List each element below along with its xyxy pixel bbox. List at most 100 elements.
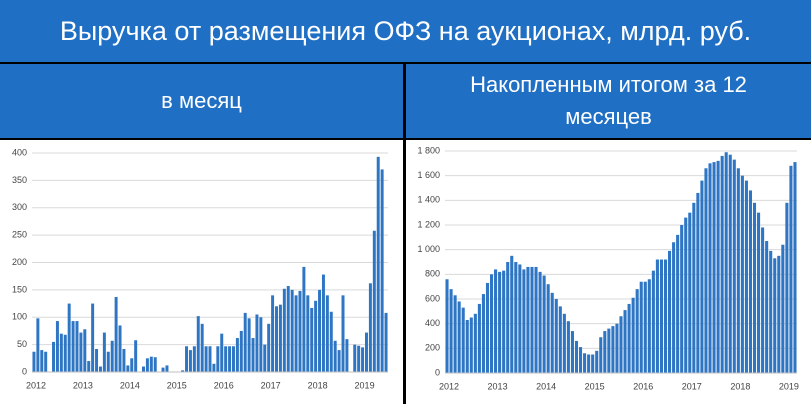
x-tick-label: 2013 [488, 381, 508, 391]
y-tick-label: 0 [22, 366, 27, 376]
bar [251, 338, 255, 372]
x-tick-label: 2015 [167, 380, 187, 390]
bar [271, 295, 275, 372]
bar [769, 250, 773, 373]
bar [469, 317, 473, 373]
bar [607, 328, 611, 373]
bar [583, 353, 587, 373]
y-tick-label: 300 [12, 202, 27, 212]
bar [692, 202, 696, 373]
bar [255, 314, 259, 372]
bar [239, 330, 243, 372]
y-tick-label: 200 [12, 257, 27, 267]
bar [554, 299, 558, 373]
bar [655, 259, 659, 373]
bar [55, 321, 59, 372]
bar [510, 255, 514, 373]
bar [212, 363, 216, 372]
bar [306, 295, 310, 372]
bar [329, 311, 333, 372]
bar [380, 169, 384, 372]
bar [506, 262, 510, 373]
bar [635, 289, 639, 373]
bar [587, 354, 591, 373]
bar [181, 370, 185, 372]
bar [562, 313, 566, 373]
bar [361, 347, 365, 372]
bar [570, 331, 574, 373]
bar [546, 284, 550, 373]
bar [461, 307, 465, 373]
bar [102, 332, 106, 372]
bar [263, 344, 267, 372]
bar [526, 266, 530, 373]
bar [789, 165, 793, 373]
chart: 0 50 100 150 200 250 300 350 400 2012 2013 2014 2015… [0, 140, 403, 404]
bar [353, 344, 357, 372]
bar [235, 338, 239, 372]
bar [87, 361, 91, 372]
bar [453, 295, 457, 373]
y-tick-label: 150 [12, 284, 27, 294]
bar [724, 152, 728, 373]
bar [149, 356, 153, 372]
bar [449, 289, 453, 373]
bar [282, 288, 286, 372]
bar [294, 295, 298, 372]
bar [91, 303, 95, 372]
panel-title: в месяц [0, 64, 403, 138]
y-tick-label: 100 [12, 312, 27, 322]
bar [290, 289, 294, 372]
bar [502, 270, 506, 373]
bar [619, 316, 623, 373]
bar [574, 340, 579, 373]
bar [785, 202, 789, 373]
bar [372, 230, 376, 372]
bar [647, 279, 651, 373]
bar [659, 259, 663, 373]
y-tick-label: 400 [12, 147, 27, 157]
y-tick-label: 250 [12, 230, 27, 240]
bar [757, 212, 761, 373]
bar [122, 349, 126, 372]
bar [680, 225, 684, 373]
bar [716, 160, 720, 373]
bar [793, 162, 797, 373]
page-title: Выручка от размещения ОФЗ на аукционах, … [0, 0, 811, 62]
bar [631, 297, 635, 373]
bar [538, 271, 542, 373]
y-tick-label: 1 400 [417, 195, 440, 205]
y-tick-label: 1 200 [417, 219, 440, 229]
y-tick-label: 200 [425, 343, 440, 353]
bar [639, 281, 643, 373]
bar [465, 319, 469, 373]
bar [558, 306, 562, 373]
bar [704, 168, 708, 373]
bar [489, 274, 494, 373]
bar [247, 318, 251, 372]
x-tick-label: 2018 [730, 381, 750, 391]
bar [550, 292, 554, 373]
bar [130, 358, 134, 372]
bar [318, 289, 322, 372]
bar [192, 346, 196, 372]
bar [700, 180, 704, 373]
bar [228, 346, 232, 372]
bar [345, 339, 349, 372]
y-tick-label: 350 [12, 175, 27, 185]
bar [676, 234, 680, 373]
bar [712, 162, 716, 373]
y-tick-label: 1 600 [417, 170, 440, 180]
x-tick-label: 2019 [355, 380, 375, 390]
x-tick-label: 2014 [120, 380, 140, 390]
x-tick-label: 2019 [779, 381, 799, 391]
x-tick-label: 2013 [73, 380, 93, 390]
bar [688, 212, 692, 373]
x-tick-label: 2018 [308, 380, 328, 390]
bar [748, 190, 753, 373]
bar [481, 294, 485, 373]
y-tick-label: 0 [435, 367, 440, 377]
bar [302, 266, 306, 372]
bar [494, 269, 498, 373]
